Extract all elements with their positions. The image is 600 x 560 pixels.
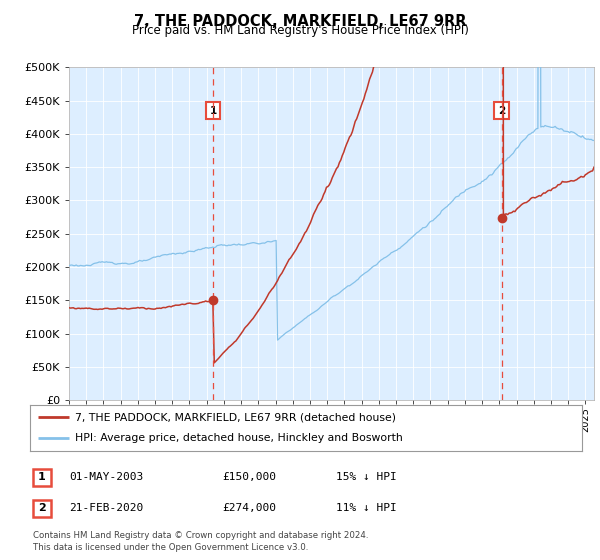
Text: 2: 2 [38, 503, 46, 514]
Text: 7, THE PADDOCK, MARKFIELD, LE67 9RR: 7, THE PADDOCK, MARKFIELD, LE67 9RR [134, 14, 466, 29]
Text: £274,000: £274,000 [222, 503, 276, 514]
Text: 15% ↓ HPI: 15% ↓ HPI [336, 472, 397, 482]
Text: 21-FEB-2020: 21-FEB-2020 [69, 503, 143, 514]
Text: Contains HM Land Registry data © Crown copyright and database right 2024.
This d: Contains HM Land Registry data © Crown c… [33, 531, 368, 552]
Text: 7, THE PADDOCK, MARKFIELD, LE67 9RR (detached house): 7, THE PADDOCK, MARKFIELD, LE67 9RR (det… [75, 412, 396, 422]
Text: Price paid vs. HM Land Registry's House Price Index (HPI): Price paid vs. HM Land Registry's House … [131, 24, 469, 37]
Text: 11% ↓ HPI: 11% ↓ HPI [336, 503, 397, 514]
Text: 01-MAY-2003: 01-MAY-2003 [69, 472, 143, 482]
Text: 2: 2 [498, 105, 505, 115]
Text: 1: 1 [209, 105, 217, 115]
Text: £150,000: £150,000 [222, 472, 276, 482]
Text: HPI: Average price, detached house, Hinckley and Bosworth: HPI: Average price, detached house, Hinc… [75, 433, 403, 444]
Text: 1: 1 [38, 472, 46, 482]
